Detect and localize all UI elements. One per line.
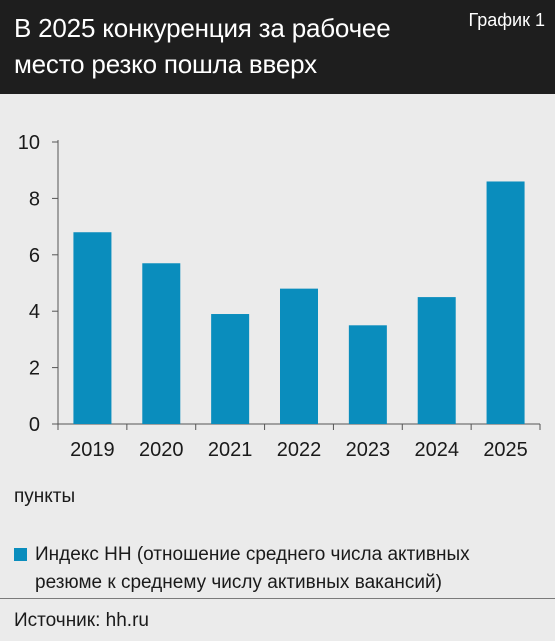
x-tick-label: 2025: [483, 439, 528, 461]
bar: [486, 181, 525, 424]
bar: [417, 297, 456, 424]
y-tick-label: 2: [29, 358, 40, 380]
legend-swatch: [14, 548, 27, 561]
bar: [348, 325, 387, 424]
x-tick-label: 2019: [70, 439, 115, 461]
x-tick-label: 2023: [346, 439, 391, 461]
chart-title: В 2025 конкуренция за рабочее место резк…: [14, 13, 391, 79]
bar: [280, 288, 318, 424]
y-tick-label: 4: [29, 301, 40, 323]
legend: Индекс HH (отношение среднего числа акти…: [14, 541, 515, 597]
y-tick-label: 8: [29, 188, 40, 210]
source-note: Источник: hh.ru: [14, 610, 149, 631]
y-tick-label: 6: [29, 245, 40, 267]
x-tick-label: 2022: [277, 439, 322, 461]
bar: [73, 232, 112, 424]
divider: [0, 598, 555, 599]
bar-chart: 0 2 4 6 8 10 2019 2020 2021 2022 2023 2024 2025: [18, 132, 541, 461]
x-tick-label: 2024: [414, 439, 459, 461]
y-tick-label: 0: [29, 414, 40, 436]
y-axis-units-label: пункты: [14, 486, 76, 507]
legend-label: Индекс HH (отношение среднего числа акти…: [35, 544, 470, 593]
chart-area: 0 2 4 6 8 10 2019 2020 2021 2022 2023 2024 2025: [0, 94, 555, 494]
y-tick-label: 10: [18, 132, 40, 154]
x-tick-label: 2021: [208, 439, 253, 461]
bar: [142, 263, 181, 424]
x-tick-label: 2020: [139, 439, 184, 461]
bar: [211, 314, 250, 424]
chart-header: В 2025 конкуренция за рабочее место резк…: [0, 0, 555, 94]
chart-number-label: График 1: [468, 10, 545, 30]
